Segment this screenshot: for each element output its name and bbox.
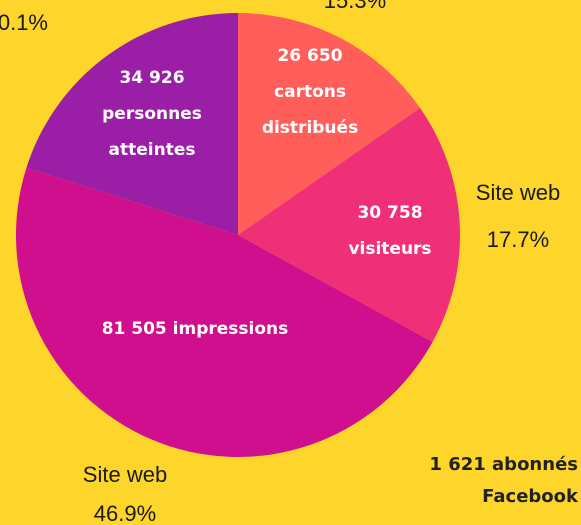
slice-label: atteintes <box>109 140 196 160</box>
annotation: 1 621 abonnés <box>429 454 578 475</box>
percent-label: 46.9% <box>94 501 156 525</box>
percent-label: 20.1% <box>0 10 48 35</box>
slice-label: 81 505 impressions <box>102 319 289 339</box>
slice-label: 26 650 <box>277 46 342 66</box>
slice-label: cartons <box>274 82 346 102</box>
slice-label: 30 758 <box>357 203 422 223</box>
pie-slice <box>26 13 239 235</box>
slice-label: 34 926 <box>119 68 184 88</box>
slice-label: distribués <box>262 118 358 138</box>
percent-label: 15.3% <box>324 0 386 13</box>
pie-slice <box>15 167 433 457</box>
category-label: Site web <box>83 462 167 487</box>
category-label: Site web <box>476 180 560 205</box>
slice-label: visiteurs <box>348 239 431 259</box>
pie-slice <box>238 107 460 342</box>
pie-slice <box>238 13 421 235</box>
annotation: Facebook <box>482 486 579 507</box>
percent-label: 17.7% <box>487 227 549 252</box>
slice-label: personnes <box>102 104 202 124</box>
